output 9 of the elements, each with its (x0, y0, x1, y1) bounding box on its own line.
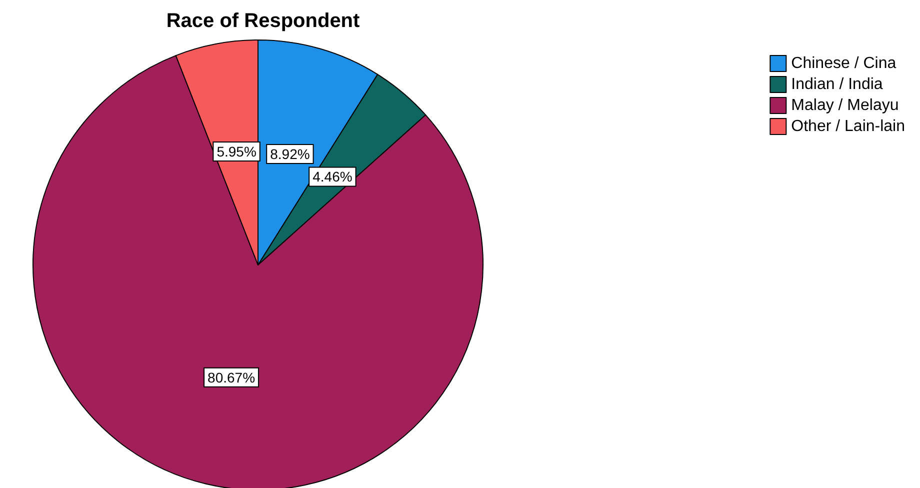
legend-label: Chinese / Cina (791, 55, 896, 72)
data-label: 4.46% (312, 168, 352, 185)
data-label: 80.67% (208, 369, 256, 386)
legend-label: Malay / Melayu (791, 97, 899, 114)
chart-title: Race of Respondent (166, 10, 360, 32)
legend-label: Indian / India (791, 76, 883, 93)
data-label: 8.92% (270, 146, 310, 162)
legend-label: Other / Lain-lain (791, 118, 906, 135)
data-label: 5.95% (216, 144, 256, 160)
